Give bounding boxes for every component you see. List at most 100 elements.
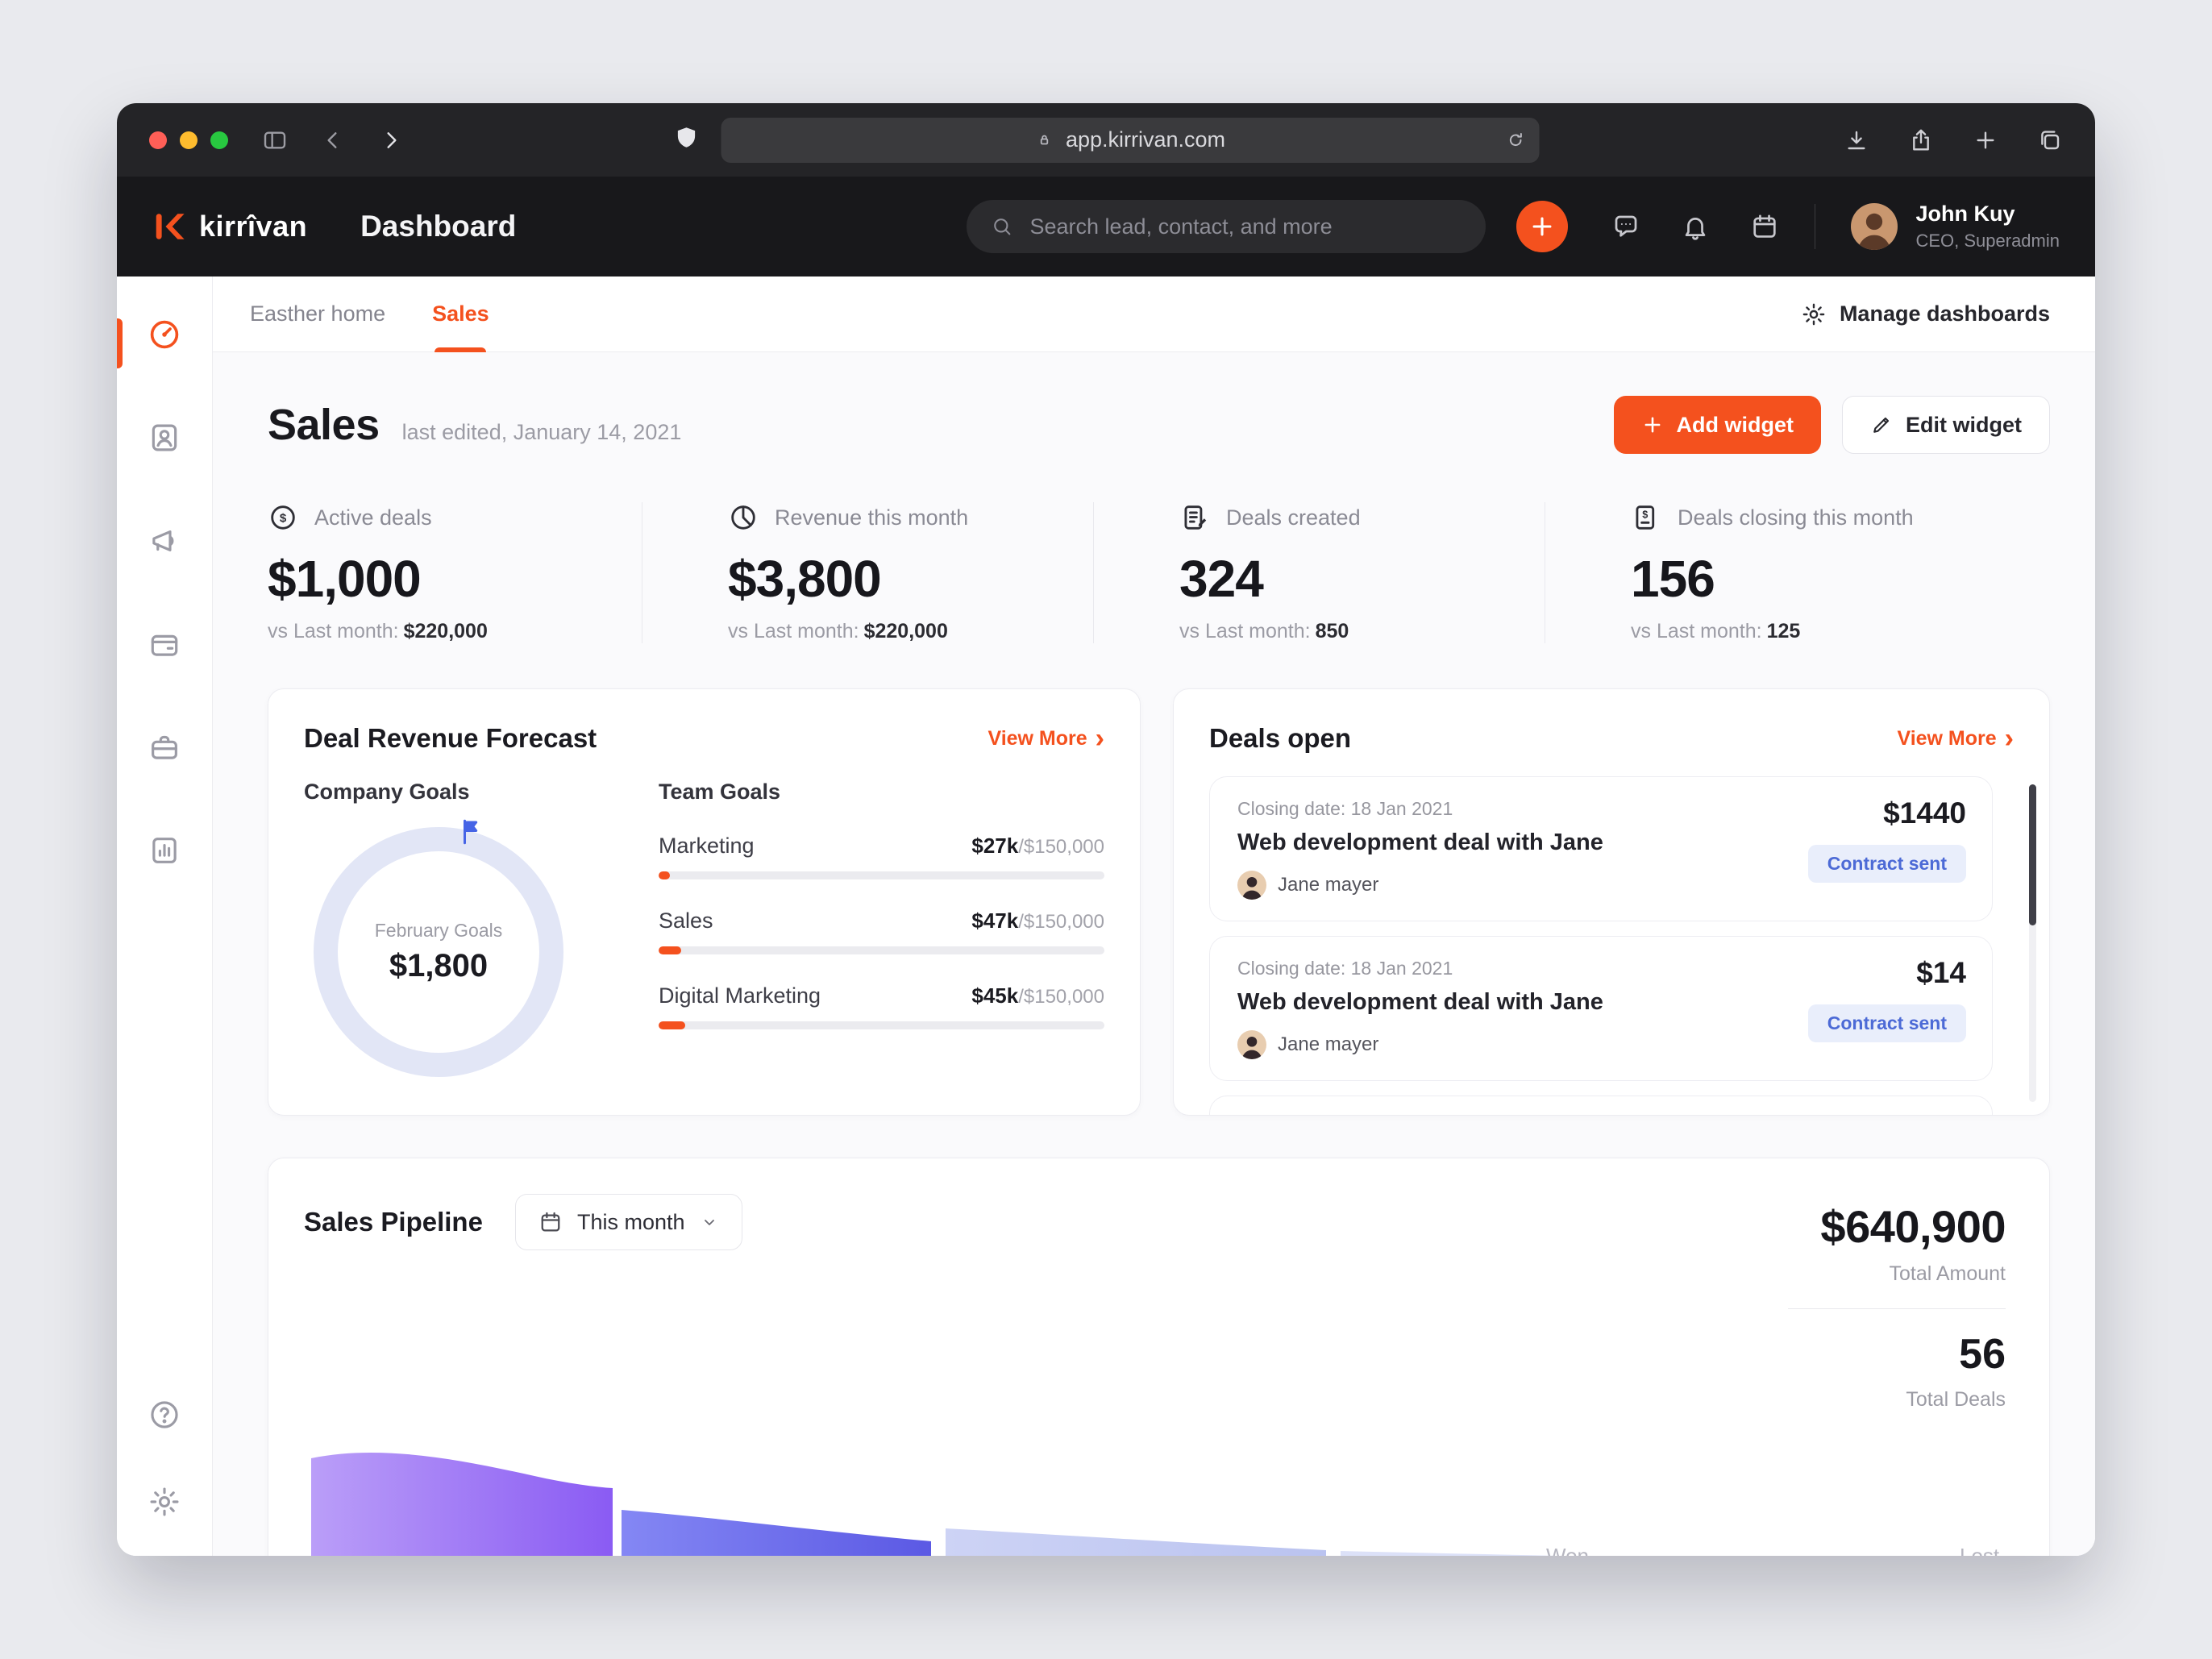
help-icon xyxy=(151,1401,178,1428)
sidebar-item-projects[interactable] xyxy=(142,725,187,770)
period-dropdown[interactable]: This month xyxy=(514,1194,742,1250)
sidebar-toggle-icon[interactable] xyxy=(262,127,288,153)
svg-text:$: $ xyxy=(1642,509,1648,521)
back-button[interactable] xyxy=(320,127,346,153)
search-icon xyxy=(991,215,1013,238)
avatar xyxy=(1851,203,1898,250)
contacts-icon xyxy=(152,424,177,451)
tab-sales[interactable]: Sales xyxy=(432,276,489,352)
deals-open-card: Deals open View More › Closing date: 18 J… xyxy=(1173,688,2050,1116)
avatar xyxy=(1237,1030,1266,1059)
sidebar-active-indicator xyxy=(117,318,123,368)
kpi-value: 324 xyxy=(1179,550,1264,608)
downloads-icon[interactable] xyxy=(1844,127,1869,153)
card-title: Deal Revenue Forecast xyxy=(304,723,597,753)
deal-list-item[interactable]: Closing date: 18 Jan 2021 xyxy=(1209,1096,1993,1115)
team-goal-row-digital-marketing: Digital Marketing $45k/$150,000 xyxy=(659,983,1104,1029)
browser-window: app.kirrivan.com xyxy=(117,103,2095,1556)
edit-widget-button[interactable]: Edit widget xyxy=(1842,396,2050,454)
revenue-pie-icon xyxy=(731,505,755,530)
deals-view-more-link[interactable]: View More › xyxy=(1897,723,2014,754)
wallet-icon xyxy=(151,634,178,656)
sales-pipeline-card: Sales Pipeline This month $640,900 Total… xyxy=(268,1158,2050,1556)
deal-amount: $1440 xyxy=(1883,796,1966,830)
reload-icon[interactable] xyxy=(1506,130,1527,151)
manage-dashboards-button[interactable]: Manage dashboards xyxy=(1801,301,2050,327)
calendar-icon[interactable] xyxy=(1750,212,1779,241)
briefcase-icon xyxy=(152,735,177,759)
dashboard-tabs: Easther home Sales Manage dashboards xyxy=(213,276,2095,352)
gear-icon xyxy=(1802,303,1825,325)
total-deals-value: 56 xyxy=(1959,1331,2006,1378)
total-deals-label: Total Deals xyxy=(1906,1388,2006,1411)
deal-list-item[interactable]: Closing date: 18 Jan 2021 Web developmen… xyxy=(1209,776,1993,921)
search-input[interactable] xyxy=(1028,213,1462,240)
chevron-right-icon: › xyxy=(2004,723,2014,754)
totals-divider xyxy=(1788,1308,2006,1309)
total-amount-value: $640,900 xyxy=(1820,1201,2006,1252)
progress-bar[interactable] xyxy=(659,1021,1104,1029)
calendar-icon xyxy=(541,1212,560,1232)
close-window-button[interactable] xyxy=(149,131,167,149)
deal-title: Web development deal with Jane xyxy=(1237,989,1603,1015)
add-widget-button[interactable]: Add widget xyxy=(1613,396,1821,454)
user-role: CEO, Superadmin xyxy=(1915,231,2060,251)
progress-bar[interactable] xyxy=(659,946,1104,954)
brand-name: kirrîvan xyxy=(199,210,308,243)
brand-logo-icon xyxy=(156,214,185,239)
sidebar-item-campaigns[interactable] xyxy=(142,518,187,563)
global-search[interactable] xyxy=(967,200,1486,253)
deal-title: Web development deal with Jane xyxy=(1237,830,1603,855)
page-title: Sales xyxy=(268,401,380,449)
stage-label-lost: Lost xyxy=(1960,1544,2000,1556)
notifications-bell-icon[interactable] xyxy=(1681,212,1710,241)
tab-easther-home[interactable]: Easther home xyxy=(250,301,386,326)
plus-icon xyxy=(1644,417,1660,433)
reports-icon xyxy=(152,838,177,863)
forecast-view-more-link[interactable]: View More › xyxy=(988,723,1104,754)
kpi-deals-created: Deals created 324 vs Last month: 850 xyxy=(1093,502,1545,643)
sidebar-item-contacts[interactable] xyxy=(142,415,187,460)
team-goals-label: Team Goals xyxy=(659,780,781,804)
quick-add-button[interactable] xyxy=(1516,201,1569,252)
sidebar-item-settings[interactable] xyxy=(148,1485,181,1519)
deals-scrollbar-thumb[interactable] xyxy=(2029,784,2036,925)
campaigns-icon xyxy=(152,530,174,551)
settings-gear-icon xyxy=(150,1487,179,1516)
kpi-value: $1,000 xyxy=(268,550,422,608)
deals-scrollbar-track[interactable] xyxy=(2029,784,2036,1102)
kpi-active-deals: $ Active deals $1,000 vs Last month: $220… xyxy=(268,502,642,643)
last-edited-label: last edited, January 14, 2021 xyxy=(401,420,682,444)
team-goal-row-sales: Sales $47k/$150,000 xyxy=(659,908,1104,954)
address-bar[interactable]: app.kirrivan.com xyxy=(721,117,1540,163)
sidebar-item-help[interactable] xyxy=(148,1398,181,1432)
pipeline-totals: $640,900 Total Amount 56 Total Deals xyxy=(1788,1200,2006,1412)
chevron-right-icon: › xyxy=(1095,723,1104,754)
company-goals-label: Company Goals xyxy=(304,780,470,804)
sidebar-item-deals[interactable] xyxy=(142,622,187,667)
document-pen-icon xyxy=(1184,505,1207,530)
sidebar-item-dashboard[interactable] xyxy=(142,312,187,357)
messages-icon[interactable] xyxy=(1611,212,1640,241)
kpi-value: 156 xyxy=(1631,550,1715,608)
lock-icon xyxy=(1035,131,1054,150)
kpi-deals-closing: $ Deals closing this month 156 vs Last m… xyxy=(1545,502,2050,643)
privacy-shield-icon[interactable] xyxy=(673,124,701,156)
user-menu[interactable]: John Kuy CEO, Superadmin xyxy=(1851,202,2060,252)
progress-bar[interactable] xyxy=(659,871,1104,879)
sidebar-nav xyxy=(117,276,213,1556)
status-badge: Contract sent xyxy=(1807,845,1966,883)
minimize-window-button[interactable] xyxy=(180,131,198,149)
tab-overview-icon[interactable] xyxy=(2037,127,2063,153)
stage-label-won: Won xyxy=(1546,1544,1589,1556)
forward-button[interactable] xyxy=(378,127,404,153)
zoom-window-button[interactable] xyxy=(210,131,228,149)
page-header-title: Dashboard xyxy=(360,210,517,243)
new-tab-icon[interactable] xyxy=(1973,127,1998,153)
deal-list-item[interactable]: Closing date: 18 Jan 2021 Web developmen… xyxy=(1209,936,1993,1081)
brand-logo[interactable]: kirrîvan xyxy=(152,209,307,244)
kpi-strip: $ Active deals $1,000 vs Last month: $220… xyxy=(268,502,2050,643)
share-icon[interactable] xyxy=(1908,127,1934,153)
sidebar-item-reports[interactable] xyxy=(142,828,187,873)
deal-owner-name: Jane mayer xyxy=(1278,874,1379,896)
